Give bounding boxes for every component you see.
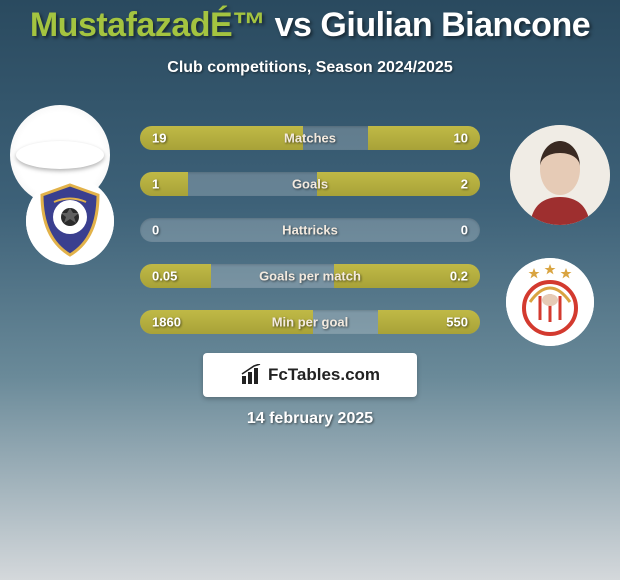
stat-value-left: 0.05: [152, 269, 177, 284]
date-line: 14 february 2025: [0, 410, 620, 428]
avatar-placeholder-icon: [16, 141, 104, 169]
player-right-avatar: [510, 125, 610, 225]
stat-label: Matches: [284, 131, 336, 146]
brand-text: FcTables.com: [268, 365, 380, 385]
stat-value-right: 550: [446, 315, 468, 330]
stat-row-mpg: 1860 Min per goal 550: [140, 310, 480, 334]
bar-left: [140, 172, 188, 196]
stat-value-left: 1: [152, 177, 159, 192]
stats-block: 19 Matches 10 1 Goals 2 0 Hattricks 0 0.…: [140, 126, 480, 356]
laurel-crest-icon: [506, 258, 594, 346]
comparison-card: MustafazadÉ™ vs Giulian Biancone Club co…: [0, 0, 620, 580]
stat-value-right: 0: [461, 223, 468, 238]
title-right: Giulian Biancone: [320, 6, 590, 44]
stat-row-goals: 1 Goals 2: [140, 172, 480, 196]
stat-label: Goals per match: [259, 269, 361, 284]
stat-label: Hattricks: [282, 223, 338, 238]
club-right-crest: [506, 258, 594, 346]
stat-value-right: 0.2: [450, 269, 468, 284]
club-left-crest: [26, 177, 114, 265]
stat-row-hattricks: 0 Hattricks 0: [140, 218, 480, 242]
title-left: MustafazadÉ™: [30, 6, 266, 44]
stat-value-left: 19: [152, 131, 166, 146]
stat-value-left: 0: [152, 223, 159, 238]
player-portrait-icon: [510, 125, 610, 225]
stat-label: Goals: [292, 177, 328, 192]
shield-crest-icon: [26, 177, 114, 265]
stat-value-right: 2: [461, 177, 468, 192]
bar-chart-icon: [240, 364, 262, 386]
title-vs: vs: [275, 6, 312, 44]
page-title: MustafazadÉ™ vs Giulian Biancone: [0, 0, 620, 45]
stat-row-gpm: 0.05 Goals per match 0.2: [140, 264, 480, 288]
stat-row-matches: 19 Matches 10: [140, 126, 480, 150]
bar-right: [317, 172, 480, 196]
brand-badge: FcTables.com: [203, 353, 417, 397]
stat-value-left: 1860: [152, 315, 181, 330]
stat-value-right: 10: [454, 131, 468, 146]
stat-label: Min per goal: [272, 315, 349, 330]
subtitle: Club competitions, Season 2024/2025: [0, 59, 620, 77]
